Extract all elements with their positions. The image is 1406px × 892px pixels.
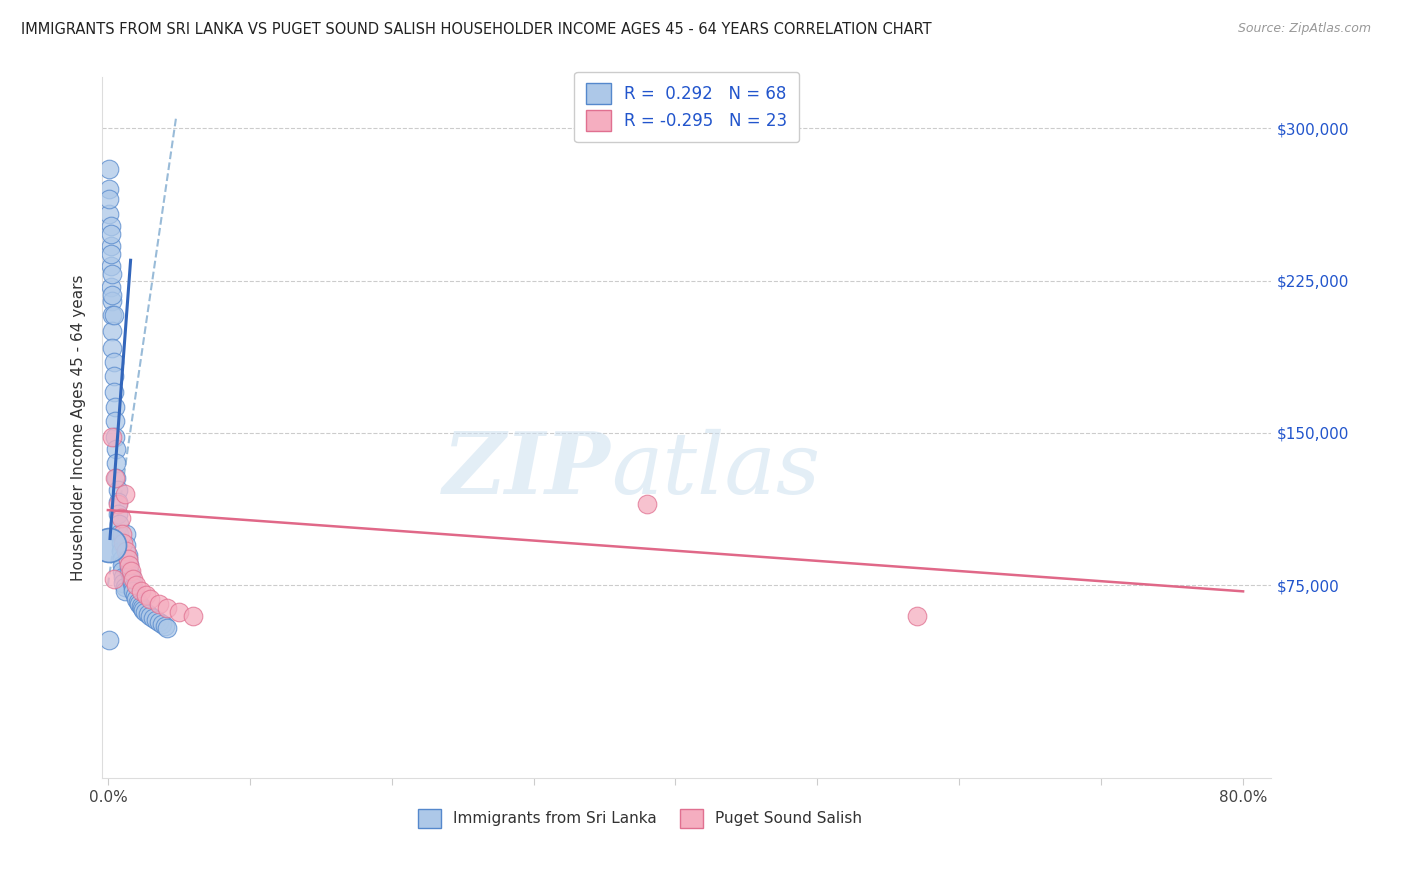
Point [108,517,131,532]
Text: Source: ZipAtlas.com: Source: ZipAtlas.com [1237,22,1371,36]
Point [118,558,141,572]
Point [98,182,121,196]
Point [122,572,145,586]
Point [114,487,136,501]
Point [114,580,136,594]
Point [145,613,167,627]
Point [100,219,122,233]
Point [103,385,125,400]
Point [103,572,125,586]
Point [118,564,141,578]
Point [110,511,132,525]
Point [101,324,124,338]
Point [107,495,129,509]
Point [117,552,139,566]
Point [105,442,128,457]
Point [139,592,162,607]
Legend: Immigrants from Sri Lanka, Puget Sound Salish: Immigrants from Sri Lanka, Puget Sound S… [412,803,868,834]
Point [148,597,170,611]
Point [111,552,134,566]
Point [125,592,148,607]
Point [98,192,121,206]
Point [117,548,139,562]
Point [132,602,155,616]
Point [107,483,129,497]
Point [103,308,125,322]
Point [636,497,658,511]
Point [127,594,149,608]
Point [115,538,138,552]
Point [134,605,156,619]
Point [111,564,134,578]
Y-axis label: Householder Income Ages 45 - 64 years: Householder Income Ages 45 - 64 years [72,275,86,581]
Point [100,227,122,241]
Point [101,308,124,322]
Point [104,430,127,444]
Point [120,564,142,578]
Point [122,580,145,594]
Point [128,597,150,611]
Point [111,527,134,541]
Point [131,600,153,615]
Point [98,206,121,220]
Point [98,161,121,176]
Point [118,558,141,572]
Point [98,538,121,552]
Point [135,589,157,603]
Point [101,268,124,282]
Point [101,293,124,308]
Point [107,507,129,521]
Text: IMMIGRANTS FROM SRI LANKA VS PUGET SOUND SALISH HOUSEHOLDER INCOME AGES 45 - 64 : IMMIGRANTS FROM SRI LANKA VS PUGET SOUND… [21,22,932,37]
Point [150,616,173,631]
Point [129,599,152,613]
Point [104,400,127,414]
Point [142,611,165,625]
Point [905,608,928,623]
Point [114,584,136,599]
Point [103,355,125,369]
Point [104,470,127,484]
Point [100,239,122,253]
Point [148,615,170,629]
Point [112,570,135,584]
Text: atlas: atlas [610,428,820,511]
Point [153,619,176,633]
Point [108,527,131,541]
Point [181,608,204,623]
Point [156,600,179,615]
Point [112,576,135,591]
Point [117,552,139,566]
Point [125,578,148,592]
Point [129,584,152,599]
Point [122,584,145,599]
Point [120,572,142,586]
Point [156,621,179,635]
Point [124,589,146,603]
Point [104,414,127,428]
Point [167,605,190,619]
Point [112,535,135,549]
Point [110,535,132,549]
Text: ZIP: ZIP [443,428,610,512]
Point [111,558,134,572]
Point [101,341,124,355]
Point [107,497,129,511]
Point [100,279,122,293]
Point [103,369,125,384]
Point [100,247,122,261]
Point [121,576,143,591]
Point [136,607,159,621]
Point [101,430,124,444]
Point [110,543,132,558]
Point [115,543,138,558]
Point [98,633,121,648]
Point [100,260,122,274]
Point [105,470,128,484]
Point [101,287,124,301]
Point [115,527,138,541]
Point [139,608,162,623]
Point [105,456,128,470]
Point [120,568,142,582]
